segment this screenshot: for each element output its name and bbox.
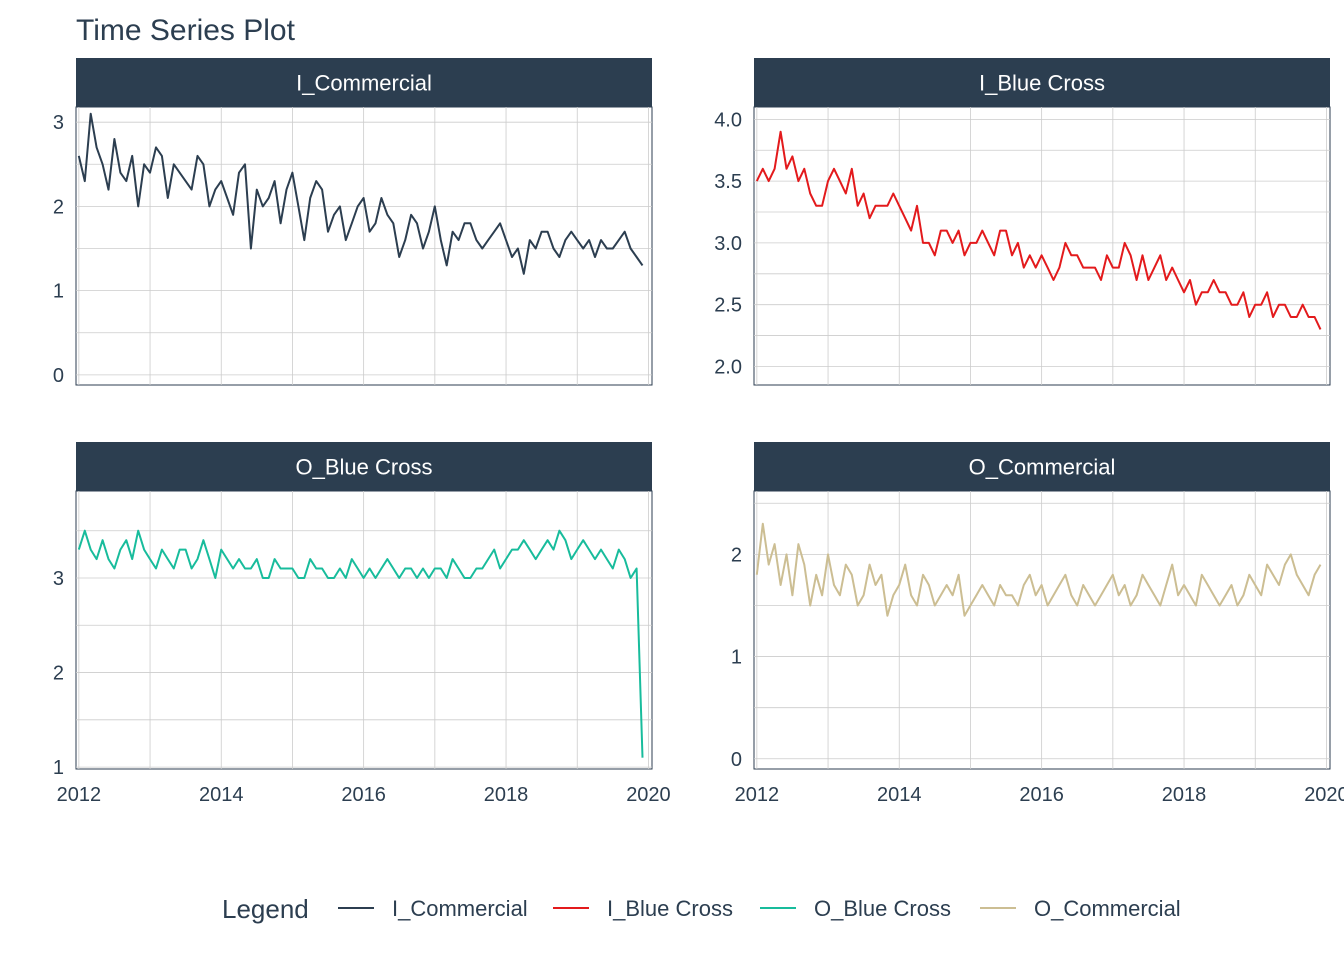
panel-i-blue-cross: I_Blue Cross 2.0 2.5 3.0 3.5 4.0 <box>714 58 1331 386</box>
x-tick-label: 2018 <box>1162 784 1207 806</box>
series-line-o-commercial <box>755 522 1322 617</box>
facet-strip-label: I_Blue Cross <box>979 71 1105 96</box>
legend-title: Legend <box>222 894 309 924</box>
y-tick-label: 3 <box>53 112 64 134</box>
x-tick-label: 2012 <box>57 784 102 806</box>
y-tick-label: 3.0 <box>714 233 742 255</box>
y-tick-label: 4.0 <box>714 109 742 131</box>
y-tick-label: 0 <box>731 749 742 771</box>
legend-label: I_Blue Cross <box>607 896 733 921</box>
panel-o-blue-cross: O_Blue Cross 1 2 3 2012 2014 2016 2018 2020 <box>53 442 671 806</box>
x-tick-label: 2018 <box>484 784 529 806</box>
legend: Legend I_Commercial I_Blue Cross O_Blue Cro… <box>222 894 1181 924</box>
y-tick-label: 0 <box>53 365 64 387</box>
series-line-i-commercial <box>77 112 644 275</box>
facet-strip <box>754 442 1330 491</box>
x-tick-label: 2016 <box>341 784 386 806</box>
facet-strip <box>76 58 652 107</box>
y-tick-label: 2.5 <box>714 295 742 317</box>
y-tick-label: 2 <box>53 663 64 685</box>
y-tick-label: 2.0 <box>714 356 742 378</box>
x-tick-label: 2016 <box>1019 784 1064 806</box>
x-tick-label: 2020 <box>626 784 671 806</box>
legend-label: I_Commercial <box>392 896 528 921</box>
x-tick-label: 2020 <box>1304 784 1344 806</box>
facet-strip-label: O_Commercial <box>969 455 1116 480</box>
x-tick-label: 2014 <box>199 784 244 806</box>
y-tick-label: 3 <box>53 568 64 590</box>
series-line-o-blue-cross <box>77 529 644 758</box>
x-tick-label: 2012 <box>735 784 780 806</box>
y-tick-label: 1 <box>53 281 64 303</box>
y-tick-label: 2 <box>731 544 742 566</box>
facet-strip-label: O_Blue Cross <box>296 455 433 480</box>
y-tick-label: 1 <box>53 757 64 779</box>
y-tick-label: 3.5 <box>714 171 742 193</box>
panel-o-commercial: O_Commercial 0 1 2 2012 2014 2016 2018 2020 <box>731 442 1344 806</box>
y-tick-label: 2 <box>53 196 64 218</box>
series-line-i-blue-cross <box>755 130 1322 330</box>
chart-title: Time Series Plot <box>76 14 295 47</box>
facet-strip <box>76 442 652 491</box>
facet-strip <box>754 58 1330 107</box>
x-tick-label: 2014 <box>877 784 922 806</box>
legend-label: O_Blue Cross <box>814 896 951 921</box>
legend-label: O_Commercial <box>1034 896 1181 921</box>
facet-strip-label: I_Commercial <box>296 71 432 96</box>
panel-i-commercial: I_Commercial 0 1 2 3 <box>53 58 653 387</box>
y-tick-label: 1 <box>731 647 742 669</box>
